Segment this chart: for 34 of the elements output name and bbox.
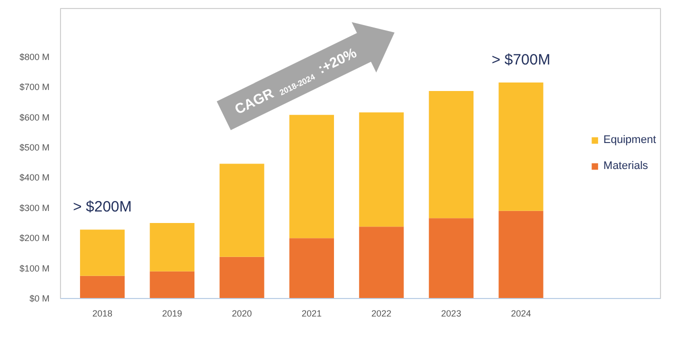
legend-label: Materials [603,160,648,172]
y-tick-label: $100 M [19,263,50,274]
bar [359,112,404,227]
y-tick-label: $500 M [19,142,50,152]
bar [220,164,264,257]
annotation: > $700M [492,52,550,69]
bar [428,218,474,298]
x-tick-label: 2020 [232,308,252,318]
x-tick-label: 2022 [371,308,392,318]
y-tick-label: $300 M [19,202,50,213]
y-tick-label: $0 M [29,294,50,304]
bar [359,226,404,298]
bar [289,114,334,238]
bar [498,210,544,298]
legend-label: Equipment [603,134,656,146]
x-tick-label: 2023 [441,308,462,318]
bar [80,276,125,298]
x-tick-label: 2024 [510,308,531,318]
x-tick-label: 2019 [162,308,182,318]
y-tick-label: $700 M [19,82,50,92]
bar [289,238,334,298]
bar [428,90,474,218]
annotation: > $200M [72,198,132,216]
bar [220,256,264,298]
bar [150,222,194,272]
y-tick-label: $400 M [19,172,50,183]
bar [80,230,125,276]
bar [150,271,194,298]
y-tick-label: $800 M [19,52,50,62]
y-tick-label: $600 M [19,112,50,122]
y-tick-label: $200 M [19,233,50,244]
bar [498,82,544,211]
x-tick-label: 2021 [302,308,322,318]
x-tick-label: 2018 [92,308,112,318]
